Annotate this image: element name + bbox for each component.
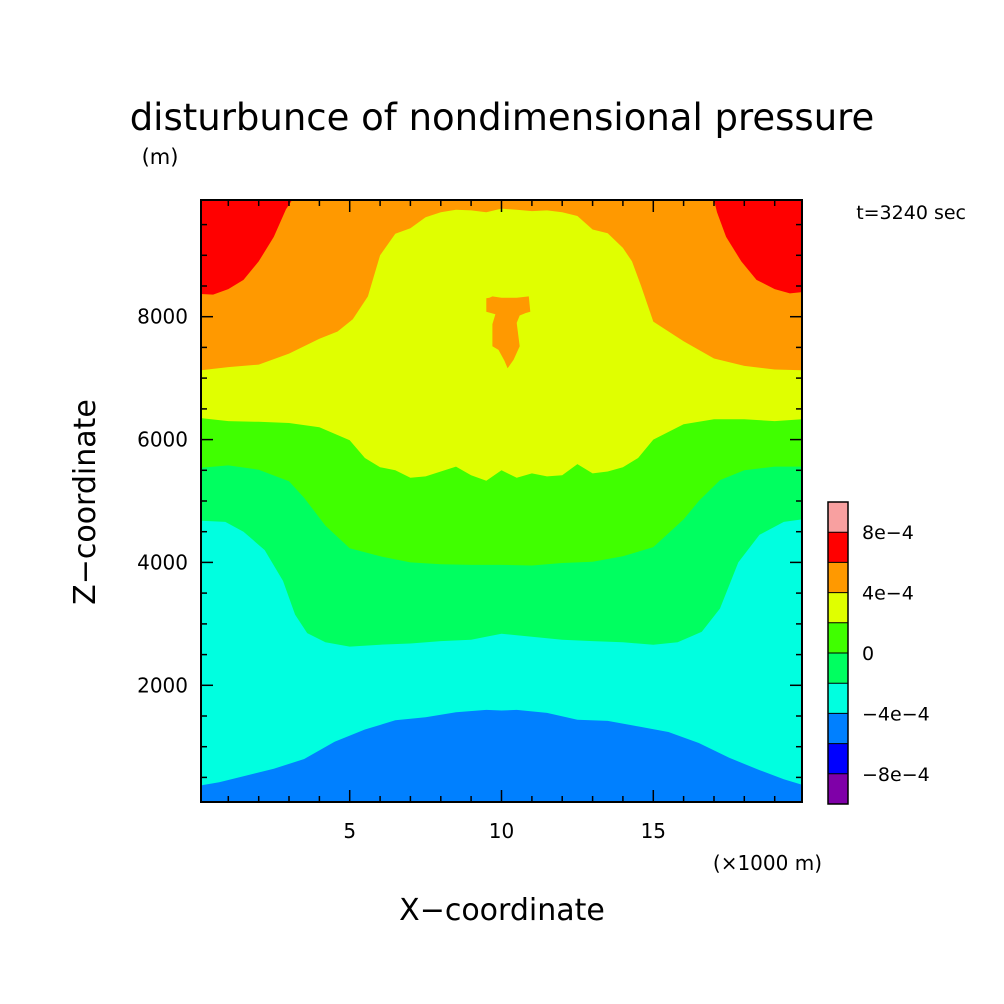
band-red-right xyxy=(714,200,802,294)
colorbar-swatch xyxy=(828,773,848,804)
colorbar-swatch xyxy=(828,743,848,774)
colorbar-label: 8e−4 xyxy=(862,522,914,544)
axis-ticks: 5 10 15 2000 4000 6000 8000 xyxy=(137,200,802,843)
colorbar-swatch xyxy=(828,713,848,744)
colorbar-label: 0 xyxy=(862,643,874,665)
colorbar-label: −4e−4 xyxy=(862,703,930,725)
colorbar-swatch xyxy=(828,532,848,563)
x-tick-label: 5 xyxy=(343,819,356,843)
colorbar-swatch xyxy=(828,653,848,684)
x-axis-label: X−coordinate xyxy=(399,893,605,928)
title-unit: (m) xyxy=(142,145,179,169)
colorbar-swatch xyxy=(828,683,848,714)
y-tick-label: 8000 xyxy=(137,305,188,329)
colorbar-label: −8e−4 xyxy=(862,764,930,786)
colorbar-swatch xyxy=(828,562,848,593)
colorbar: 8e−4 4e−4 0 −4e−4 −8e−4 xyxy=(827,501,930,805)
x-axis-unit: (×1000 m) xyxy=(713,851,822,875)
y-axis-label: Z−coordinate xyxy=(68,399,103,605)
band-orange-island xyxy=(486,296,531,369)
band-orange xyxy=(201,200,802,371)
band-red-left xyxy=(201,200,293,295)
colorbar-swatch xyxy=(828,502,848,533)
y-tick-label: 4000 xyxy=(137,550,188,574)
x-tick-label: 15 xyxy=(641,819,666,843)
y-tick-label: 2000 xyxy=(137,673,188,697)
chart-title: disturbunce of nondimensional pressure xyxy=(130,96,875,139)
colorbar-swatch xyxy=(828,622,848,653)
colorbar-label: 4e−4 xyxy=(862,583,914,605)
x-tick-label: 10 xyxy=(489,819,514,843)
y-tick-label: 6000 xyxy=(137,428,188,452)
colorbar-swatch xyxy=(828,592,848,623)
plot-area xyxy=(201,200,802,802)
time-label: t=3240 sec xyxy=(856,202,966,224)
